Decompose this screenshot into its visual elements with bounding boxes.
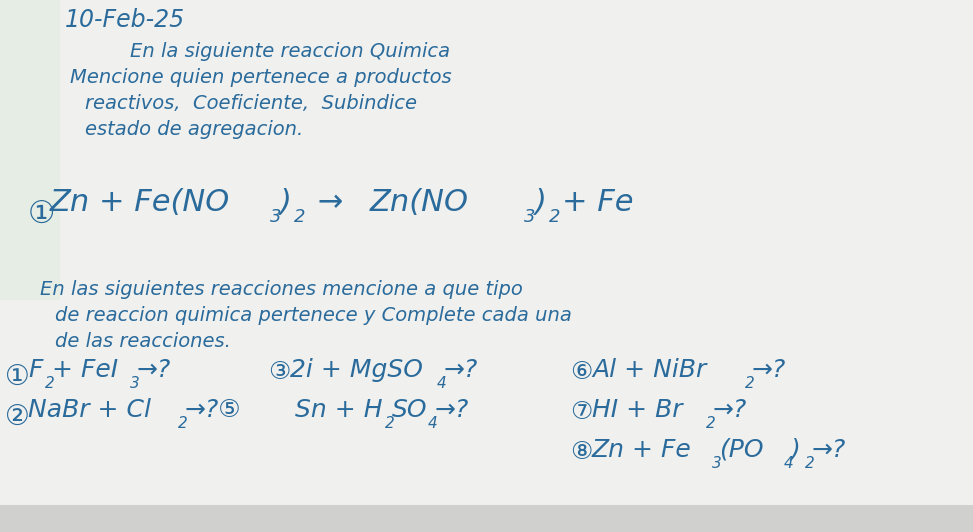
Text: 2: 2 (745, 376, 755, 391)
Text: reactivos,  Coeficiente,  Subindice: reactivos, Coeficiente, Subindice (85, 94, 417, 113)
Text: Sn + H: Sn + H (295, 398, 382, 422)
Text: ⑦: ⑦ (570, 400, 593, 424)
Text: (PO: (PO (719, 438, 764, 462)
Text: Zn + Fe(NO: Zn + Fe(NO (50, 188, 231, 217)
Text: 2: 2 (706, 416, 716, 431)
Text: Zn(NO: Zn(NO (370, 188, 469, 217)
Text: ②: ② (5, 403, 30, 431)
Text: 2: 2 (294, 208, 306, 226)
Text: estado de agregacion.: estado de agregacion. (85, 120, 304, 139)
Text: Zn + Fe: Zn + Fe (592, 438, 692, 462)
Text: →?: →? (713, 398, 747, 422)
Text: 2: 2 (385, 416, 395, 431)
Text: NaBr + Cl: NaBr + Cl (28, 398, 151, 422)
Bar (0, 0, 60, 300)
Text: 2: 2 (805, 456, 814, 471)
Text: 3: 3 (524, 208, 535, 226)
Text: 2: 2 (549, 208, 560, 226)
Text: F: F (28, 358, 43, 382)
Text: ): ) (791, 438, 801, 462)
Text: 4: 4 (784, 456, 794, 471)
Text: ): ) (535, 188, 547, 217)
Text: SO: SO (392, 398, 427, 422)
Text: ⑥: ⑥ (570, 360, 593, 384)
Bar (0, 505, 973, 532)
Text: ③: ③ (268, 360, 290, 384)
Text: →?: →? (752, 358, 786, 382)
Text: + Fe: + Fe (562, 188, 633, 217)
Text: Mencione quien pertenece a productos: Mencione quien pertenece a productos (70, 68, 451, 87)
Text: 10-Feb-25: 10-Feb-25 (65, 8, 185, 32)
Text: 4: 4 (437, 376, 447, 391)
Text: 3: 3 (130, 376, 140, 391)
Text: 3: 3 (270, 208, 281, 226)
Text: 2: 2 (178, 416, 188, 431)
Text: →?: →? (444, 358, 479, 382)
Text: 2: 2 (45, 376, 54, 391)
Text: de reaccion quimica pertenece y Complete cada una: de reaccion quimica pertenece y Complete… (55, 306, 572, 325)
Text: ①: ① (5, 363, 30, 391)
Text: + FeI: + FeI (52, 358, 118, 382)
Text: HI + Br: HI + Br (592, 398, 682, 422)
Text: ①: ① (28, 200, 55, 229)
Text: 2i + MgSO: 2i + MgSO (290, 358, 423, 382)
Text: 4: 4 (428, 416, 438, 431)
Text: →?: →? (435, 398, 469, 422)
Text: →?: →? (137, 358, 171, 382)
Text: En las siguientes reacciones mencione a que tipo: En las siguientes reacciones mencione a … (40, 280, 523, 299)
Text: de las reacciones.: de las reacciones. (55, 332, 231, 351)
Text: →?⑤: →?⑤ (185, 398, 241, 422)
Text: Al + NiBr: Al + NiBr (592, 358, 706, 382)
Text: 3: 3 (712, 456, 722, 471)
Text: En la siguiente reaccion Quimica: En la siguiente reaccion Quimica (130, 42, 450, 61)
Text: ): ) (280, 188, 292, 217)
Text: ⑧: ⑧ (570, 440, 593, 464)
Text: →?: →? (812, 438, 847, 462)
Text: →: → (308, 188, 353, 217)
